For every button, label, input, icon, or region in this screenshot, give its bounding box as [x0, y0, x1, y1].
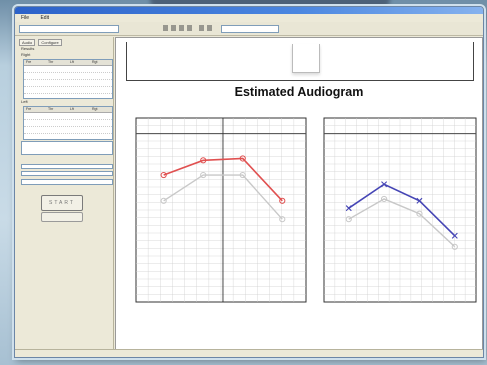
cancel-button[interactable] — [41, 212, 83, 222]
menu-bar: File Edit — [15, 14, 483, 22]
table-header: Fre Thr Lft Rgt — [24, 107, 112, 113]
data-point — [160, 197, 167, 204]
table-row[interactable] — [24, 66, 112, 73]
view-select[interactable] — [221, 25, 279, 33]
data-point — [416, 197, 423, 204]
report-view: Estimated Audiogram — [115, 37, 483, 351]
data-point — [345, 216, 352, 223]
header-tab[interactable] — [292, 44, 320, 73]
toolbar-button-1[interactable] — [163, 25, 168, 31]
data-point — [451, 243, 458, 250]
left-ear-table[interactable]: Fre Thr Lft Rgt — [23, 106, 113, 140]
section-results-label: Results — [21, 46, 35, 51]
section-right-label: Right — [21, 52, 31, 57]
data-point — [239, 171, 246, 179]
estimate-field[interactable] — [21, 179, 113, 185]
profile-select[interactable] — [19, 25, 119, 33]
table-row[interactable] — [24, 73, 112, 80]
section-left-label: Left — [21, 99, 28, 104]
col-header: Fre — [26, 60, 32, 64]
data-point — [279, 216, 286, 223]
right-ear-audiogram — [135, 117, 307, 303]
data-point — [279, 197, 286, 204]
menu-edit[interactable]: Edit — [40, 15, 50, 21]
data-point — [451, 232, 458, 239]
toolbar — [15, 22, 483, 36]
info-box — [21, 141, 113, 155]
series-line — [348, 198, 456, 248]
menu-file[interactable]: File — [21, 15, 30, 21]
col-header: Thr — [48, 60, 54, 64]
table-row[interactable] — [24, 87, 112, 94]
toolbar-button-3[interactable] — [179, 25, 184, 31]
options-select[interactable] — [21, 164, 113, 169]
col-header: Rgt — [92, 107, 98, 111]
series-line — [348, 183, 456, 237]
app-window: File Edit Audio Configure Results Right … — [14, 6, 484, 358]
left-ear-audiogram — [323, 117, 477, 303]
panel-tabs: Audio Configure — [19, 39, 64, 46]
right-ear-table[interactable]: Fre Thr Lft Rgt — [23, 59, 113, 99]
tab-audio[interactable]: Audio — [19, 39, 36, 46]
toolbar-button-2[interactable] — [171, 25, 176, 31]
col-header: Lft — [70, 107, 74, 111]
table-row[interactable] — [24, 80, 112, 87]
data-point — [160, 171, 167, 179]
col-header: Fre — [26, 107, 32, 111]
header-frame — [126, 42, 474, 81]
status-bar — [15, 349, 483, 357]
series-line — [163, 157, 283, 202]
col-header: Lft — [70, 60, 74, 64]
data-point — [200, 157, 207, 164]
series-line — [163, 174, 283, 220]
toolbar-button-4[interactable] — [187, 25, 192, 31]
left-panel: Audio Configure Results Right Fre Thr Lft R… — [17, 37, 114, 349]
data-point — [345, 205, 352, 212]
table-row[interactable] — [24, 113, 112, 120]
data-point — [239, 155, 246, 162]
col-header: Rgt — [92, 60, 98, 64]
title-bar[interactable] — [15, 7, 483, 14]
tab-configure[interactable]: Configure — [38, 39, 62, 46]
toolbar-button-5[interactable] — [199, 25, 204, 31]
options-field[interactable] — [21, 171, 113, 176]
data-point — [381, 181, 388, 188]
table-row[interactable] — [24, 127, 112, 134]
data-point — [380, 195, 388, 203]
start-button[interactable]: START — [41, 195, 83, 211]
data-point — [200, 171, 207, 179]
report-title: Estimated Audiogram — [234, 85, 364, 99]
col-header: Thr — [48, 107, 54, 111]
table-row[interactable] — [24, 120, 112, 127]
data-point — [416, 210, 423, 217]
table-header: Fre Thr Lft Rgt — [24, 60, 112, 66]
toolbar-button-6[interactable] — [207, 25, 212, 31]
